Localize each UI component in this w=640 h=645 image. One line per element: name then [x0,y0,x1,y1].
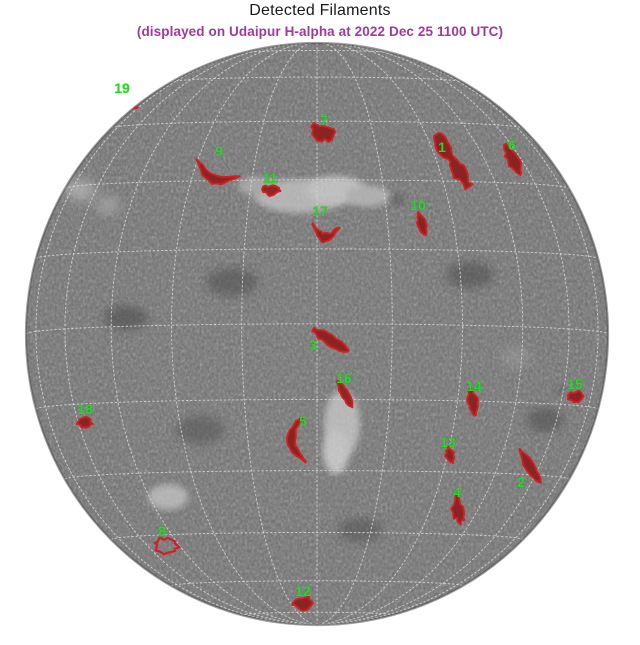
filament-label-10[interactable]: 10 [410,197,426,213]
filament-label-3[interactable]: 3 [309,337,317,353]
filament-label-4[interactable]: 4 [453,484,461,500]
heliographic-grid [26,43,608,625]
filament-contour[interactable] [195,158,241,186]
filament-label-8[interactable]: 8 [158,523,166,539]
filament-contour[interactable] [291,595,314,612]
filament-label-1[interactable]: 1 [438,139,446,155]
filament-contour[interactable] [75,415,94,429]
limb-ring-layer [24,41,610,627]
filament-contour[interactable] [518,447,542,484]
filament-contour[interactable] [153,536,181,556]
filament-contour[interactable] [335,379,354,409]
filament-label-18[interactable]: 18 [77,401,93,417]
filament-contour[interactable] [566,389,585,404]
filament-label-14[interactable]: 14 [466,378,482,394]
filament-label-9[interactable]: 9 [215,143,223,159]
filament-label-5[interactable]: 5 [299,413,307,429]
filament-label-17[interactable]: 17 [312,203,328,219]
filament-label-15[interactable]: 15 [567,376,583,392]
filament-contour[interactable] [450,493,466,526]
filament-label-16[interactable]: 16 [336,370,352,386]
filament-contour[interactable] [310,121,337,143]
filament-label-19[interactable]: 19 [114,80,130,96]
filament-contour[interactable] [466,387,480,417]
page-title: Detected Filaments [249,2,391,19]
filament-label-7[interactable]: 7 [320,112,328,128]
page-subtitle: (displayed on Udaipur H-alpha at 2022 De… [136,24,504,39]
filament-contour[interactable] [261,184,282,197]
filament-contour[interactable] [444,445,456,465]
filament-label-13[interactable]: 13 [440,434,456,450]
filament-label-11[interactable]: 11 [262,170,278,186]
filament-contour[interactable] [311,326,350,353]
filament-contour[interactable] [503,142,523,176]
filament-label-6[interactable]: 6 [508,137,516,153]
filament-label-2[interactable]: 2 [517,474,525,490]
filament-contour-layer [75,91,585,612]
filament-contour[interactable] [415,211,428,237]
dark-features-layer [104,196,564,542]
filament-contour[interactable] [432,131,474,191]
filament-contour[interactable] [286,417,307,464]
filament-contour[interactable] [311,222,341,244]
filament-label-12[interactable]: 12 [295,583,311,599]
